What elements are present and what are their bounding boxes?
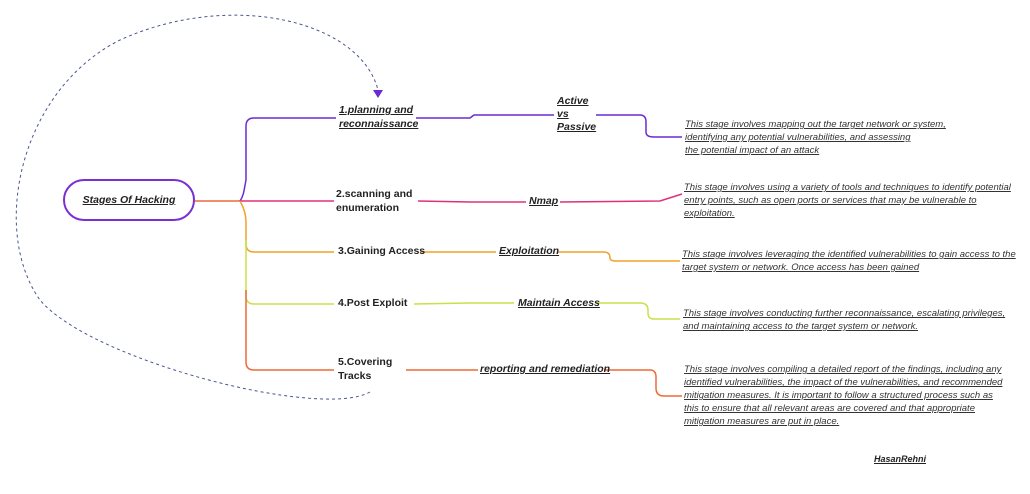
stage-2-description-link [559, 193, 683, 203]
stage-3-description: This stage involves leveraging the ident… [682, 249, 1016, 273]
stage-2-technique[interactable]: Nmap [529, 195, 559, 207]
stage-3-description-link [558, 251, 680, 262]
stage-4-description: This stage involves conducting further r… [683, 308, 1006, 332]
author-signature: HasanRehni [874, 454, 927, 464]
stage-3-label[interactable]: 3.Gaining Access [338, 245, 426, 257]
stage-5-description-link [604, 369, 682, 397]
stage-1-description-link [596, 114, 682, 138]
stage-1-description: This stage involves mapping out the targ… [685, 119, 946, 156]
stage-1-technique-link [416, 114, 554, 119]
stage-3-technique[interactable]: Exploitation [499, 245, 560, 257]
stage-4-description-link [596, 302, 680, 320]
loop-arrowhead-icon [373, 90, 383, 98]
stage-1-branch [239, 117, 336, 202]
stage-5-label[interactable]: 5.Covering Tracks [338, 356, 393, 382]
stage-5-description: This stage involves compiling a detailed… [684, 364, 1003, 427]
stage-5-branch [245, 290, 334, 371]
stage-3-branch [239, 200, 334, 253]
stage-2-description: This stage involves using a variety of t… [684, 182, 1011, 219]
stage-5-technique[interactable]: reporting and remediation [480, 363, 611, 375]
stage-1-technique[interactable]: Active vs Passive [557, 95, 597, 133]
stage-4-label[interactable]: 4.Post Exploit [338, 297, 408, 309]
stage-4-technique[interactable]: Maintain Access [518, 297, 600, 309]
loop-arrow-path [15, 14, 379, 400]
stage-2-technique-link [417, 200, 526, 203]
stage-1-label[interactable]: 1.planning and reconnaissance [339, 104, 419, 130]
stage-4-branch [245, 240, 334, 305]
root-node[interactable]: Stages Of Hacking [63, 179, 195, 221]
stage-4-technique-link [413, 302, 514, 305]
root-label: Stages Of Hacking [82, 194, 176, 206]
stage-2-label[interactable]: 2.scanning and enumeration [336, 188, 413, 214]
